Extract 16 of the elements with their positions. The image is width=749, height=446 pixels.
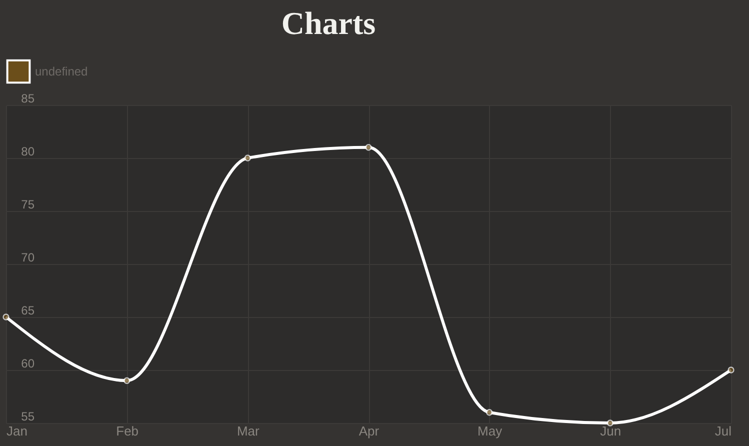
y-tick-label: 55 [21, 410, 35, 424]
x-tick-label: Jul [714, 424, 732, 438]
y-tick-label: 85 [21, 92, 35, 106]
y-tick-label: 60 [21, 356, 35, 370]
chart-title: Charts [281, 5, 376, 41]
y-tick-label: 80 [21, 144, 35, 158]
legend-label: undefined [35, 64, 88, 78]
x-tick-label: Mar [236, 424, 260, 438]
y-tick-label: 70 [21, 250, 35, 264]
x-tick-label: Jun [600, 424, 622, 438]
x-tick-label: Apr [358, 424, 380, 438]
x-tick-label: Jan [6, 424, 28, 438]
y-tick-label: 65 [21, 304, 35, 318]
y-tick-label: 75 [21, 198, 35, 212]
x-tick-label: May [478, 424, 503, 438]
x-tick-label: Feb [116, 424, 139, 438]
